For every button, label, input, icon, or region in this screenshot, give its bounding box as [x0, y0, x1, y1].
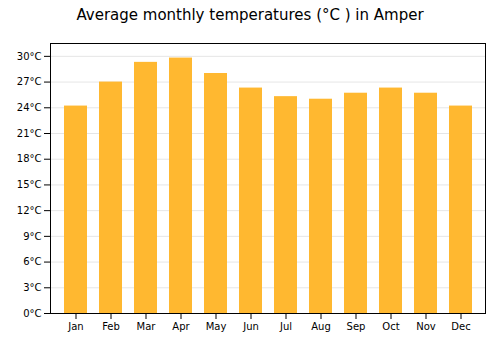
svg-text:Jun: Jun: [242, 321, 259, 332]
svg-text:9°C: 9°C: [23, 231, 41, 242]
svg-text:Mar: Mar: [137, 321, 157, 332]
svg-text:May: May: [206, 321, 227, 332]
svg-text:27°C: 27°C: [17, 76, 42, 87]
svg-text:24°C: 24°C: [17, 102, 42, 113]
svg-text:Nov: Nov: [416, 321, 436, 332]
svg-text:Dec: Dec: [451, 321, 470, 332]
svg-text:0°C: 0°C: [23, 308, 41, 319]
svg-text:30°C: 30°C: [17, 51, 42, 62]
svg-text:Oct: Oct: [382, 321, 399, 332]
svg-text:Apr: Apr: [172, 321, 190, 332]
svg-text:Jan: Jan: [67, 321, 83, 332]
html-text:Average monthly temperatures (: Average monthly temperatures (°C ) in Am…: [76, 6, 424, 24]
svg-text:Feb: Feb: [102, 321, 120, 332]
svg-text:Jul: Jul: [279, 321, 292, 332]
svg-text:6°C: 6°C: [23, 256, 41, 267]
svg-text:18°C: 18°C: [17, 153, 42, 164]
svg-text:21°C: 21°C: [17, 128, 42, 139]
svg-text:12°C: 12°C: [17, 205, 42, 216]
svg-text:Sep: Sep: [347, 321, 366, 332]
svg-text:15°C: 15°C: [17, 179, 42, 190]
svg-text:Aug: Aug: [311, 321, 331, 332]
svg-text:3°C: 3°C: [23, 282, 41, 293]
